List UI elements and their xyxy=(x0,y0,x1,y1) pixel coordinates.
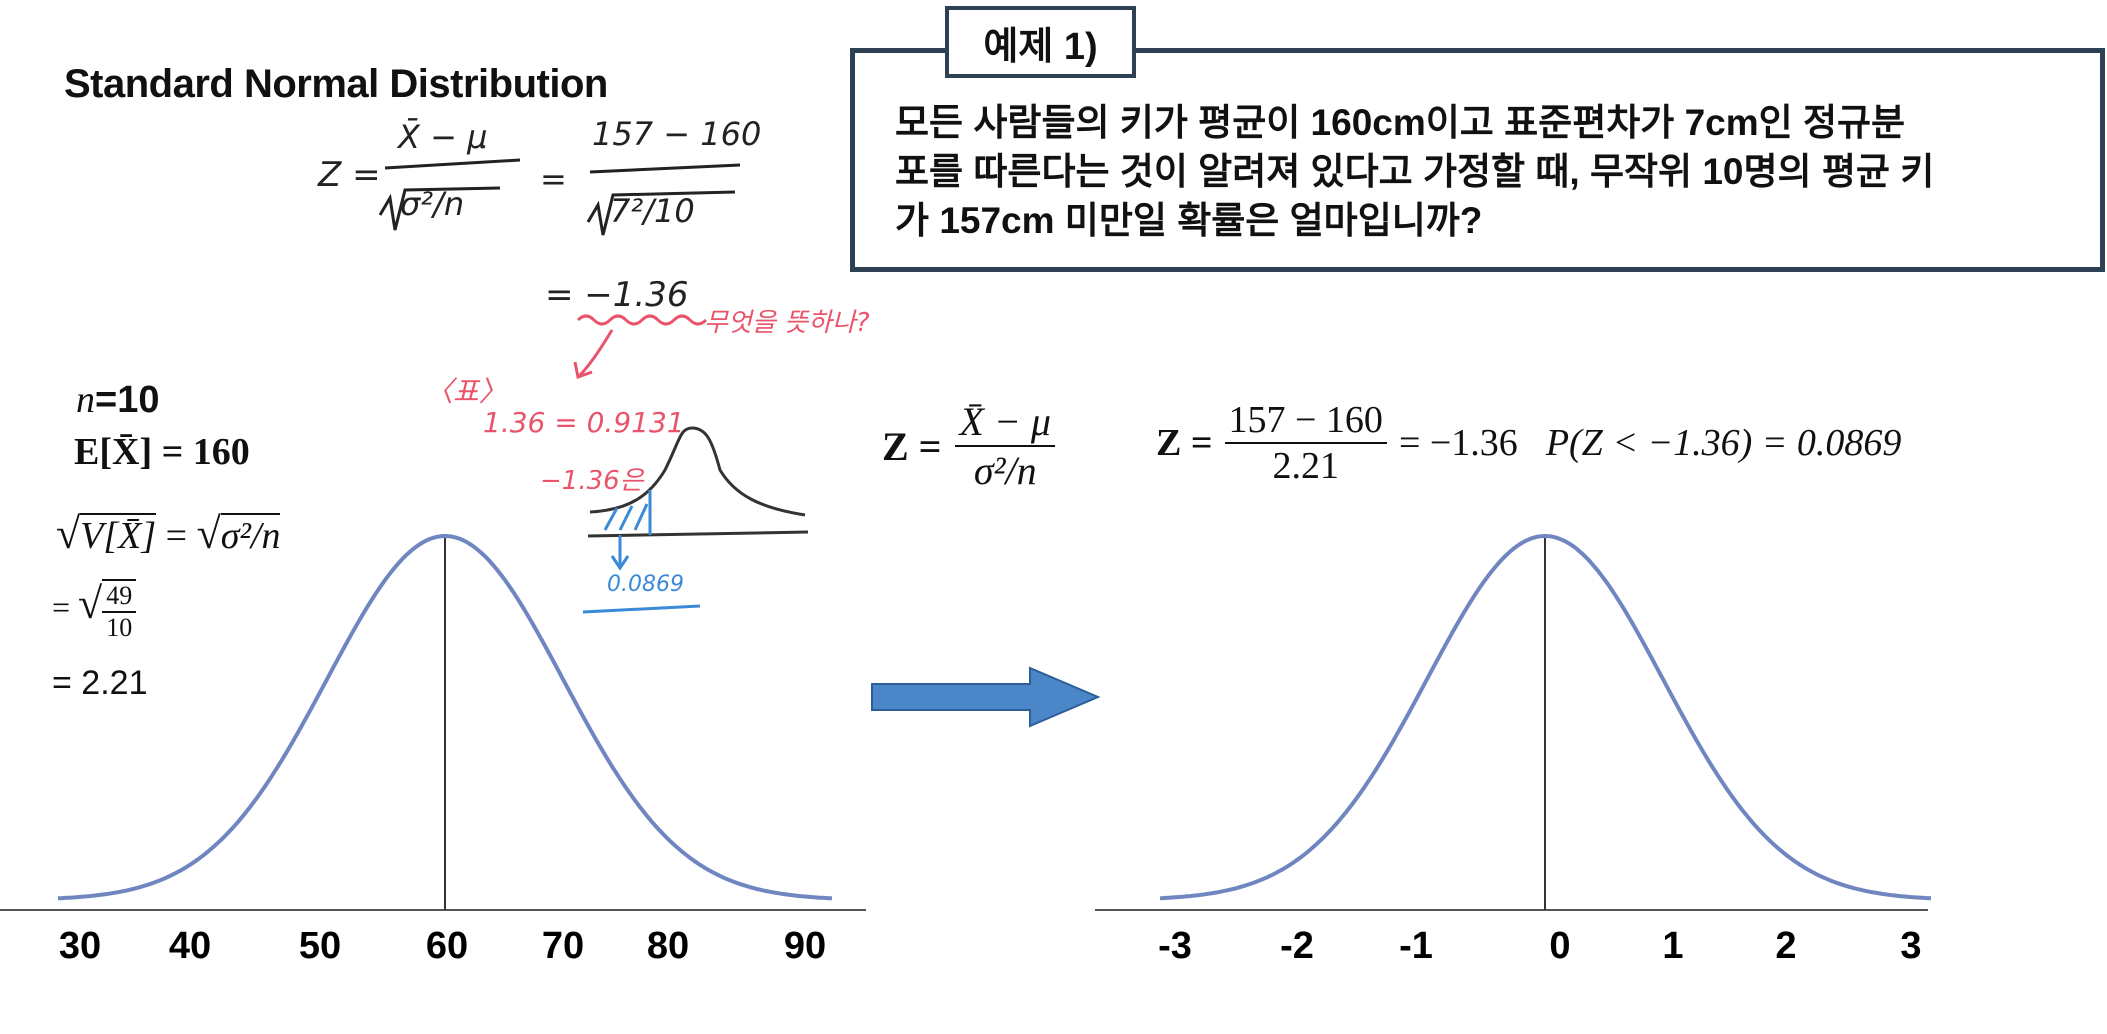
formula-right-den: 2.21 xyxy=(1272,445,1339,487)
axis-tick-label: 0 xyxy=(1549,925,1570,967)
axis-tick-label: -2 xyxy=(1280,925,1314,967)
hand-blue-answer: 0.0869 xyxy=(607,572,684,597)
hand-table-value: 1.36 = 0.9131 xyxy=(483,406,685,439)
axis-tick-label: 3 xyxy=(1900,925,1921,967)
n-value: =10 xyxy=(95,379,160,421)
hand-xbar-mu: X̄ − μ xyxy=(398,118,488,156)
formula-center-fraction: X̄ − μ σ²/n xyxy=(955,398,1055,494)
example-problem-text: 모든 사람들의 키가 평균이 160cm이고 표준편차가 7cm인 정규분 포를… xyxy=(895,98,2065,245)
page-title: Standard Normal Distribution xyxy=(64,62,608,106)
n-line: n=10 xyxy=(76,378,159,422)
formula-right-fraction: 157 − 160 2.21 xyxy=(1224,398,1387,488)
axis-tick-label: 30 xyxy=(59,925,101,967)
probability-statement: P(Z < −1.36) = 0.0869 xyxy=(1545,422,1902,464)
problem-line: 모든 사람들의 키가 평균이 160cm이고 표준편차가 7cm인 정규분 xyxy=(895,102,1906,143)
formula-right-num: 157 − 160 xyxy=(1224,398,1387,444)
axis-tick-label: -1 xyxy=(1399,925,1433,967)
example-box xyxy=(850,48,2105,272)
hand-fraction-bar xyxy=(589,163,741,174)
right-normal-curve xyxy=(1159,533,1932,901)
hand-sqrt xyxy=(586,190,736,236)
formula-center-den: σ²/n xyxy=(973,448,1037,493)
n-var: n xyxy=(76,379,95,421)
sketch-axis xyxy=(587,530,809,538)
problem-line: 포를 따른다는 것이 알려져 있다고 가정할 때, 무작위 10명의 평균 키 xyxy=(895,151,1935,192)
right-axis-ticks: -3 -2 -1 0 1 2 3 xyxy=(1158,925,1921,967)
formula-right-rhs: = −1.36 xyxy=(1398,422,1518,464)
left-axis-ticks: 30 40 50 60 70 80 90 xyxy=(59,925,826,967)
sqrt-sign: √ xyxy=(56,509,81,558)
fraction: 49 10 xyxy=(102,578,137,643)
hand-table-label: 〈표〉 xyxy=(425,375,507,408)
hand-z-lhs: Z = xyxy=(318,155,381,195)
red-arrow-head xyxy=(573,361,593,379)
formula-center-num: X̄ − μ xyxy=(955,398,1055,447)
expectation-rhs: = 160 xyxy=(161,431,250,473)
axis-tick-label: 60 xyxy=(426,925,468,967)
problem-line: 가 157cm 미만일 확률은 얼마입니까? xyxy=(895,200,1483,241)
blue-underline xyxy=(582,604,701,614)
sketch-hatch xyxy=(603,503,649,531)
expectation-line: E[X̄] = 160 xyxy=(74,430,250,474)
fraction-eq: = xyxy=(52,589,71,625)
variance-rhs: σ²/n xyxy=(220,513,281,557)
transform-arrow xyxy=(871,666,1101,728)
hand-result: = −1.36 xyxy=(545,275,689,315)
hand-den: 7²/10 xyxy=(610,192,695,230)
expectation-lhs: E[X̄] xyxy=(74,431,153,473)
formula-right-lhs: Z = xyxy=(1156,422,1213,464)
hand-fraction-bar xyxy=(384,158,521,170)
formula-center-lhs: Z = xyxy=(882,423,942,469)
axis-tick-label: 1 xyxy=(1662,925,1683,967)
hand-sqrt xyxy=(378,186,501,231)
variance-lhs: V[X̄] xyxy=(80,513,157,557)
red-squiggle xyxy=(576,314,708,326)
axis-tick-label: 40 xyxy=(169,925,211,967)
sketch-bell-curve xyxy=(589,426,806,517)
red-arrow xyxy=(578,329,614,377)
hand-neg-note: −1.36은 xyxy=(540,466,644,496)
formula-center: Z = X̄ − μ σ²/n xyxy=(882,398,1055,494)
blue-arrow xyxy=(610,535,630,571)
final-value: = 2.21 xyxy=(52,664,148,702)
fraction-line: = √ 49 10 xyxy=(52,578,137,643)
sqrt-sign: √ xyxy=(78,579,103,628)
variance-line: √V[X̄] = √σ²/n xyxy=(56,508,281,559)
formula-right: Z = 157 − 160 2.21 = −1.36 P(Z < −1.36) … xyxy=(1156,398,1901,488)
example-tab: 예제 1) xyxy=(945,6,1136,78)
axis-tick-label: 70 xyxy=(542,925,584,967)
axis-tick-label: -3 xyxy=(1158,925,1192,967)
hand-red-note: 무엇을 뜻하나? xyxy=(704,308,870,338)
axis-tick-label: 90 xyxy=(784,925,826,967)
variance-eq: = xyxy=(165,515,188,557)
axis-tick-label: 50 xyxy=(299,925,341,967)
hand-eq: = xyxy=(540,160,567,198)
fraction-den: 10 xyxy=(106,612,133,642)
fraction-num: 49 xyxy=(102,581,137,613)
hand-num: 157 − 160 xyxy=(592,115,762,153)
axis-tick-label: 2 xyxy=(1775,925,1796,967)
left-normal-curve xyxy=(57,533,833,901)
sqrt-sign: √ xyxy=(196,509,221,558)
axis-tick-label: 80 xyxy=(647,925,689,967)
